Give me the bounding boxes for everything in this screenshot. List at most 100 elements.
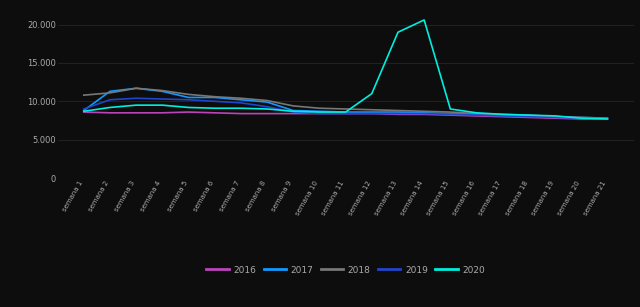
2017 [106,90,114,93]
2019 [394,112,402,115]
Line: 2020: 2020 [84,20,607,119]
2020 [420,18,428,22]
2018 [106,91,114,95]
2017 [473,113,481,116]
2020 [394,30,402,34]
2018 [577,116,585,119]
2016 [604,117,611,121]
2017 [342,110,349,114]
2019 [316,112,323,115]
2019 [132,96,140,100]
2019 [80,107,88,111]
2019 [420,112,428,115]
2018 [394,109,402,112]
2016 [185,110,193,114]
2016 [420,113,428,116]
2016 [80,110,88,114]
Line: 2017: 2017 [84,88,607,118]
2018 [185,93,193,96]
2017 [185,96,193,99]
2016 [106,111,114,115]
2017 [499,113,506,117]
2020 [316,110,323,114]
2019 [289,110,297,114]
2018 [420,110,428,113]
2018 [447,110,454,114]
2018 [342,107,349,111]
2018 [473,112,481,115]
2017 [525,114,532,118]
2016 [577,117,585,121]
2016 [551,116,559,120]
2018 [525,113,532,117]
2019 [368,112,376,115]
2018 [316,107,323,110]
2018 [211,95,218,99]
Line: 2018: 2018 [84,88,607,118]
2017 [237,98,244,102]
2020 [185,106,193,109]
2019 [263,105,271,109]
Line: 2016: 2016 [84,112,607,119]
2019 [604,117,611,121]
2016 [159,111,166,115]
2019 [551,116,559,119]
2016 [211,111,218,115]
2019 [525,115,532,119]
2020 [342,110,349,114]
2018 [604,116,611,120]
2020 [551,114,559,118]
2020 [473,111,481,115]
2020 [237,107,244,110]
2019 [447,113,454,116]
2019 [237,101,244,105]
2020 [80,110,88,113]
2017 [551,115,559,119]
2020 [577,116,585,120]
2019 [577,116,585,120]
2020 [211,107,218,110]
Legend: 2016, 2017, 2018, 2019, 2020: 2016, 2017, 2018, 2019, 2020 [203,262,488,278]
2016 [447,113,454,117]
2017 [263,100,271,104]
2017 [211,96,218,99]
2020 [263,107,271,111]
2018 [159,89,166,92]
2016 [525,116,532,119]
2018 [80,93,88,97]
2020 [447,107,454,111]
2018 [368,108,376,112]
2017 [394,110,402,114]
2017 [289,109,297,112]
2017 [447,112,454,115]
2019 [499,114,506,118]
2016 [316,112,323,115]
2020 [525,113,532,117]
2020 [159,103,166,107]
2019 [159,97,166,101]
2016 [342,112,349,115]
2019 [211,99,218,103]
2017 [316,110,323,113]
2016 [263,112,271,115]
2017 [604,116,611,120]
2020 [604,117,611,121]
2019 [106,98,114,102]
2020 [132,103,140,107]
2016 [499,115,506,119]
Line: 2019: 2019 [84,98,607,119]
2020 [368,92,376,95]
2016 [394,113,402,116]
2017 [80,109,88,112]
2020 [106,106,114,109]
2019 [185,98,193,102]
2017 [577,116,585,119]
2020 [289,110,297,113]
2016 [237,112,244,115]
2018 [289,104,297,108]
2016 [473,114,481,118]
2018 [263,99,271,103]
2019 [342,112,349,115]
2018 [132,87,140,90]
2020 [499,113,506,116]
